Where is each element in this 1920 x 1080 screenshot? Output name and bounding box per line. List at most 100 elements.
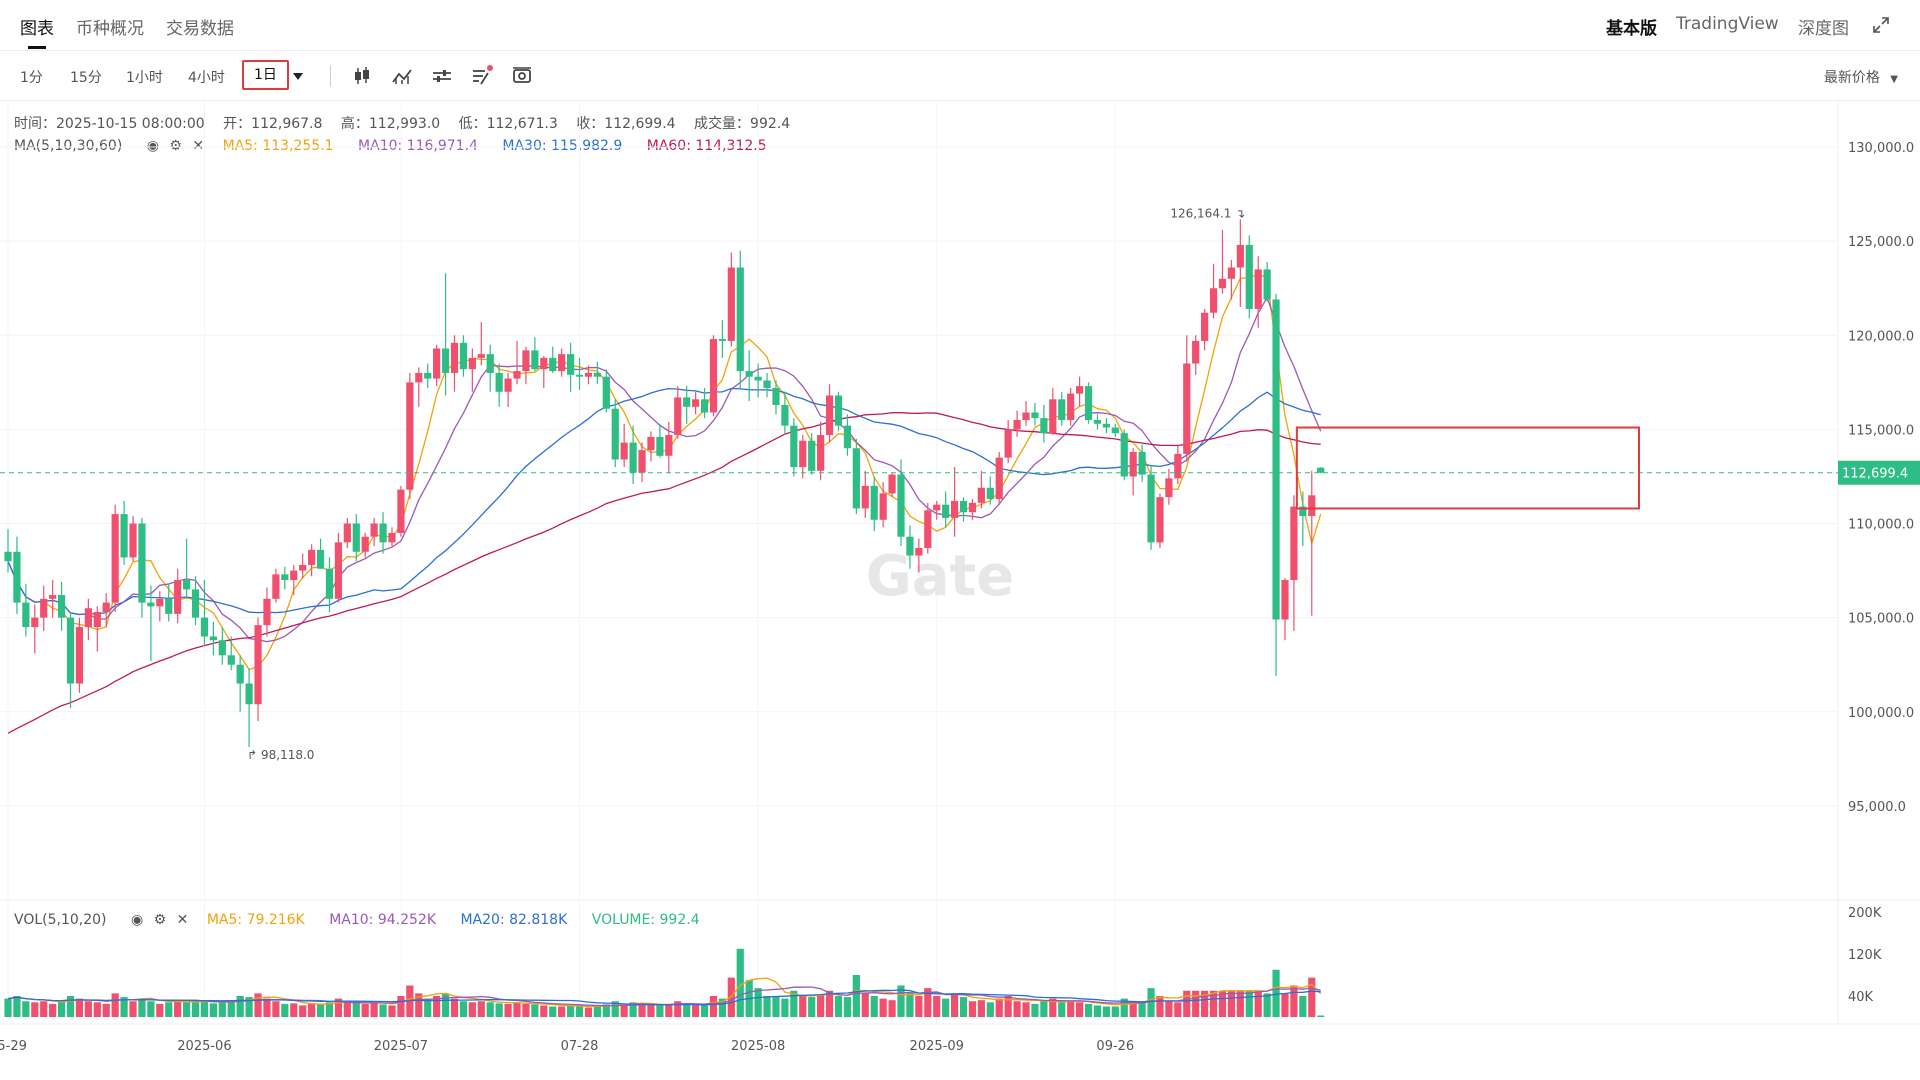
timeframe-1m[interactable]: 1分 (20, 70, 43, 86)
volume-bar (147, 1001, 155, 1017)
depth-chart-tab[interactable]: 深度图 (1798, 19, 1849, 39)
volume-bar (49, 1003, 57, 1017)
volume-bar (959, 997, 968, 1017)
candle-body (736, 267, 744, 372)
candle-body (692, 399, 700, 407)
vol-title: VOL(5,10,20) (14, 912, 107, 928)
candle-body (174, 580, 182, 614)
candle-body (218, 640, 226, 656)
time-tick-label: 07-28 (561, 1039, 599, 1054)
candle-body (942, 504, 950, 518)
candle-body (817, 435, 825, 471)
volume-bar (531, 1004, 539, 1017)
price-type-select[interactable]: 最新价格 ▼ (1824, 67, 1898, 87)
timeframe-1d[interactable]: 1日 (242, 60, 289, 90)
candle-body (1165, 478, 1173, 498)
tradingview-tab[interactable]: TradingView (1676, 14, 1779, 34)
volume-bar (450, 998, 459, 1017)
volume-bar (1022, 1002, 1030, 1017)
candle-body (638, 450, 646, 473)
tab-coin-overview[interactable]: 币种概况 (76, 19, 144, 39)
candle-body (120, 514, 128, 558)
chart-area[interactable]: 时间：2025-10-15 08:00:00 开：112,967.8 高：112… (0, 100, 1920, 1080)
candlestick-type-icon[interactable] (350, 64, 374, 88)
timeframe-4h[interactable]: 4小时 (188, 70, 225, 86)
timeframe-1h[interactable]: 1小时 (126, 70, 163, 86)
tab-trading-data[interactable]: 交易数据 (166, 19, 234, 39)
volume-bar (165, 1002, 173, 1017)
volume-bar (1165, 1001, 1173, 1017)
volume-bar (558, 1006, 566, 1017)
candle-body (611, 408, 619, 460)
vol-settings-icon[interactable]: ⚙ (153, 912, 167, 928)
volume-bar (566, 1005, 575, 1017)
volume-bar (388, 1005, 396, 1017)
candle-body (1317, 467, 1325, 473)
candle-body (13, 551, 21, 603)
ma30-line (7, 387, 1321, 616)
volume-bars (4, 948, 1325, 1017)
volume-bar (1263, 993, 1271, 1017)
candlestick-chart[interactable]: Gate 112,699.4 126,164.1 ↴ ↱ 98,118.0 130,… (0, 100, 1920, 1080)
candle-body (111, 514, 119, 603)
candle-body (861, 485, 869, 509)
candle-body (709, 339, 718, 413)
volume-bar (1067, 1001, 1075, 1017)
volume-bar (968, 1001, 977, 1017)
volume-bar (933, 996, 941, 1017)
candle-body (1290, 506, 1298, 580)
candle-body (531, 350, 539, 370)
volume-bar (861, 993, 869, 1017)
tab-chart[interactable]: 图表 (20, 19, 54, 39)
close-icon[interactable]: ✕ (192, 138, 205, 154)
vol-eye-icon[interactable]: ◉ (130, 912, 144, 928)
moving-average-lines (7, 273, 1322, 1008)
basic-version-tab[interactable]: 基本版 (1606, 19, 1657, 39)
volume-bar (888, 1000, 896, 1017)
volume-bar (942, 998, 950, 1017)
candle-body (1263, 269, 1271, 300)
settings-sliders-icon[interactable] (430, 64, 454, 88)
screenshot-icon[interactable] (510, 64, 534, 88)
volume-bar (1299, 996, 1307, 1017)
candle-body (200, 617, 209, 637)
volume-bar (263, 998, 271, 1017)
candle-body (772, 388, 780, 405)
candle-body (549, 357, 557, 372)
volume-bar (495, 1003, 503, 1017)
candle-body (915, 548, 923, 556)
expand-icon[interactable] (1872, 16, 1890, 34)
volume-bar (200, 1001, 209, 1017)
volume-bar (245, 997, 253, 1017)
volume-bar (129, 1001, 137, 1017)
volume-bar (22, 1001, 30, 1017)
volume-bar (1227, 990, 1236, 1017)
settings-icon[interactable]: ⚙ (169, 138, 182, 154)
eye-icon[interactable]: ◉ (146, 138, 159, 154)
candle-body (906, 536, 914, 556)
volume-bar (1209, 990, 1218, 1017)
candle-body (593, 372, 601, 377)
vol-close-icon[interactable]: ✕ (176, 912, 189, 928)
timeframe-15m[interactable]: 15分 (70, 70, 102, 86)
candle-body (727, 267, 735, 341)
gate-watermark: Gate (866, 544, 1015, 609)
candle-body (486, 354, 494, 373)
vol-ma10-label: MA10: 94.252K (329, 912, 437, 928)
candle-body (1067, 393, 1075, 420)
volume-bar (1245, 990, 1253, 1017)
candle-body (968, 502, 977, 513)
volume-bar (504, 1003, 512, 1017)
indicators-icon[interactable] (390, 64, 414, 88)
volume-bar (1058, 1002, 1066, 1017)
volume-bar (540, 1005, 548, 1017)
price-type-label: 最新价格 (1823, 70, 1880, 86)
drawing-tools-icon[interactable] (470, 64, 494, 88)
timeframe-dropdown-icon[interactable] (292, 71, 304, 81)
candle-body (700, 399, 709, 413)
volume-bar (817, 994, 825, 1017)
volume-bar (915, 996, 923, 1017)
volume-bar (1111, 1006, 1119, 1017)
candle-body (790, 425, 798, 468)
last-price-tag (1838, 460, 1920, 485)
